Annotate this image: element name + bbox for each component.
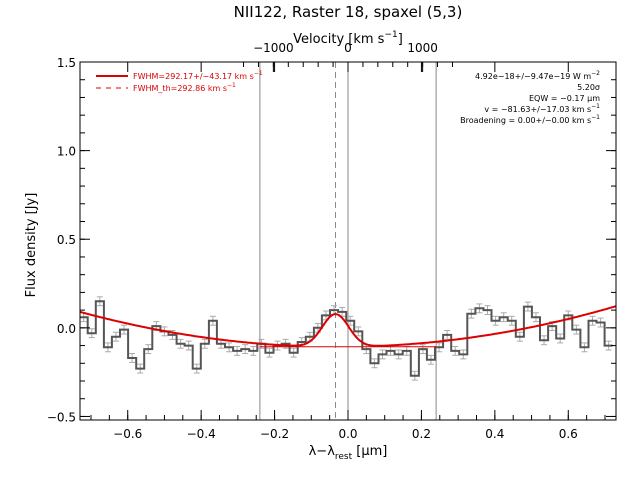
spectrum-point (591, 319, 594, 322)
spectrum-point (381, 353, 384, 356)
spectrum-point (470, 312, 473, 315)
x-tick-label: 0.0 (338, 427, 357, 441)
spectrum-point (139, 367, 142, 370)
spectrum-point (567, 314, 570, 317)
spectrum-point (195, 367, 198, 370)
spectrum-point (131, 357, 133, 359)
spectrum-point (171, 334, 174, 336)
top-tick-label: −1000 (253, 41, 294, 55)
spectrum-point (502, 316, 505, 319)
spectrum-point (551, 325, 553, 327)
reference-lines (259, 62, 437, 420)
spectrum-point (325, 314, 327, 317)
x-tick-label: 0.4 (485, 427, 504, 441)
spectrum-point (90, 332, 93, 334)
annotation-line-broadening: Broadening = 0.00+/−0.00 km s−1 (460, 114, 600, 125)
spectrum-point (373, 362, 376, 365)
spectrum-point (438, 346, 440, 349)
spectrum-point (519, 335, 521, 338)
spectrum-point (228, 346, 230, 349)
spectrum-point (82, 316, 85, 319)
spectrum-point (559, 337, 561, 340)
spectrum-point (510, 319, 513, 322)
x-tick-label: 0.6 (559, 427, 578, 441)
spectrum-point (494, 319, 497, 322)
spectrum-point (99, 300, 101, 303)
annotation-line-flux: 4.92e−18+/−9.47e−19 W m−2 (475, 70, 600, 81)
y-tick-label: 0.0 (57, 322, 76, 336)
spectrum-point (414, 374, 416, 377)
spectrum-point (300, 341, 303, 343)
model-fits (80, 305, 616, 348)
spectrum-point (115, 335, 117, 338)
fit-curve (80, 305, 616, 347)
y-tick-label: 0.5 (57, 233, 76, 247)
spectrum-point (123, 328, 125, 331)
spectrum-point (430, 358, 432, 361)
spectrum-point (454, 350, 457, 352)
x-tick-label: −0.4 (187, 427, 216, 441)
spectrum-point (212, 319, 214, 322)
spectrum-point (187, 344, 190, 347)
spectrum-point (309, 335, 311, 338)
observed-spectrum (80, 300, 613, 377)
legend-entry-fwhm: FWHM=292.17+/−43.17 km s−1 (133, 70, 263, 81)
spectrum-point (607, 344, 610, 347)
spectrum-point (147, 348, 150, 350)
spectrum-point (397, 353, 400, 356)
spectrum-point (236, 350, 238, 352)
spectrum-point (341, 311, 343, 313)
spectrum-point (252, 350, 255, 352)
top-axis-label: Velocity [km s−1] (293, 30, 403, 47)
y-axis-label: Flux density [Jy] (24, 193, 39, 298)
spectrum-step-line (80, 300, 613, 377)
spectrum-point (486, 309, 489, 311)
spectrum-point (349, 319, 352, 322)
top-tick-label: 1000 (407, 41, 438, 55)
spectrum-point (405, 350, 408, 352)
spectrum-point (535, 316, 537, 319)
spectrum-point (333, 309, 335, 311)
spectrum-point (543, 339, 545, 342)
y-axis-ticks: −0.5 0.0 0.5 1.0 1.5 (47, 56, 616, 424)
spectrum-point (155, 325, 158, 327)
y-tick-label: 1.5 (57, 56, 76, 70)
spectrum-point (204, 342, 206, 345)
spectrum-point (478, 307, 481, 310)
spectrum-point (462, 353, 465, 356)
spectrum-point (317, 327, 319, 329)
spectrum-point (446, 334, 448, 336)
spectrum-point (107, 346, 109, 349)
x-tick-label: −0.2 (260, 427, 289, 441)
spectrum-point (292, 351, 295, 354)
x-tick-label: −0.6 (113, 427, 142, 441)
top-axis-ticks: −1000 0 1000 (243, 41, 453, 72)
annotation-line-velocity: v = −81.63+/−17.03 km s−1 (484, 103, 600, 114)
spectrum-point (244, 348, 247, 350)
x-tick-label: 0.2 (412, 427, 431, 441)
spectrum-point (575, 328, 578, 331)
spectrum-point (268, 351, 271, 354)
annotation-line-eqw: EQW = −0.17 μm (529, 94, 600, 103)
annotation-line-sigma: 5.20σ (577, 83, 600, 92)
y-tick-label: −0.5 (47, 410, 76, 424)
top-tick-label: 0 (344, 41, 352, 55)
spectrum-point (220, 342, 222, 345)
spectrum-point (527, 305, 529, 308)
spectrum-point (284, 342, 287, 345)
spectrum-point (179, 342, 182, 345)
x-axis-label: λ−λrest [μm] (309, 444, 388, 462)
y-tick-label: 1.0 (57, 145, 76, 159)
spectrum-point (389, 350, 392, 352)
fit-annotations: 4.92e−18+/−9.47e−19 W m−2 5.20σ EQW = −0… (460, 70, 600, 125)
spectrum-point (583, 346, 586, 349)
spectrum-point (422, 348, 424, 350)
chart-title: NII122, Raster 18, spaxel (5,3) (234, 3, 463, 21)
legend-entry-fwhm-th: FWHM_th=292.86 km s−1 (133, 82, 236, 93)
spectrum-point (599, 321, 602, 324)
spectrum-point (357, 330, 360, 333)
spectrum-point (365, 348, 368, 350)
legend: FWHM=292.17+/−43.17 km s−1 FWHM_th=292.8… (96, 70, 263, 93)
